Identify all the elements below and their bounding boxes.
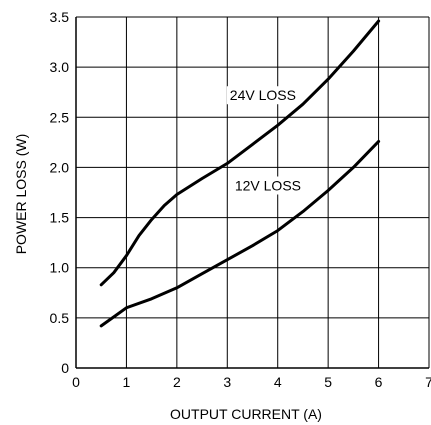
- x-tick-label: 2: [173, 374, 181, 390]
- y-tick-labels: 0 0.5 1.0 1.5 2.0 2.5 3.0 3.5: [50, 9, 70, 376]
- x-tick-label: 5: [324, 374, 332, 390]
- x-tick-labels: 0 1 2 3 4 5 6 7: [72, 374, 431, 390]
- x-axis-label: OUTPUT CURRENT (A): [170, 406, 322, 422]
- x-tick-label: 0: [72, 374, 80, 390]
- y-tick-label: 3.0: [50, 59, 70, 75]
- y-tick-label: 2.5: [50, 109, 70, 125]
- x-tick-label: 1: [123, 374, 131, 390]
- series-annotations: 24V LOSS 12V LOSS: [226, 86, 305, 195]
- y-tick-label: 2.0: [50, 159, 70, 175]
- x-tick-label: 3: [223, 374, 231, 390]
- annotation-background: [231, 176, 305, 195]
- x-tick-label: 6: [375, 374, 383, 390]
- series-line-12v-loss: [99, 139, 381, 328]
- x-tick-label: 4: [274, 374, 282, 390]
- annotation-12v-loss: 12V LOSS: [235, 177, 301, 193]
- y-tick-label: 1.0: [50, 260, 70, 276]
- x-tick-label: 7: [425, 374, 431, 390]
- y-tick-label: 0.5: [50, 310, 70, 326]
- axes: [75, 16, 429, 369]
- series-lines: [99, 19, 381, 328]
- y-tick-label: 3.5: [50, 9, 70, 25]
- annotation-background: [226, 86, 299, 105]
- annotation-24v-loss: 24V LOSS: [230, 87, 296, 103]
- y-axis-label: POWER LOSS (W): [13, 134, 29, 255]
- y-tick-label: 1.5: [50, 210, 70, 226]
- series-line-24v-loss: [99, 19, 381, 287]
- y-tick-label: 0: [61, 360, 69, 376]
